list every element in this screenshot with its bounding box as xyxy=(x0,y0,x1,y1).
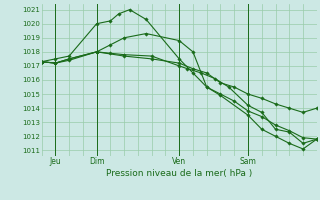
X-axis label: Pression niveau de la mer( hPa ): Pression niveau de la mer( hPa ) xyxy=(106,169,252,178)
